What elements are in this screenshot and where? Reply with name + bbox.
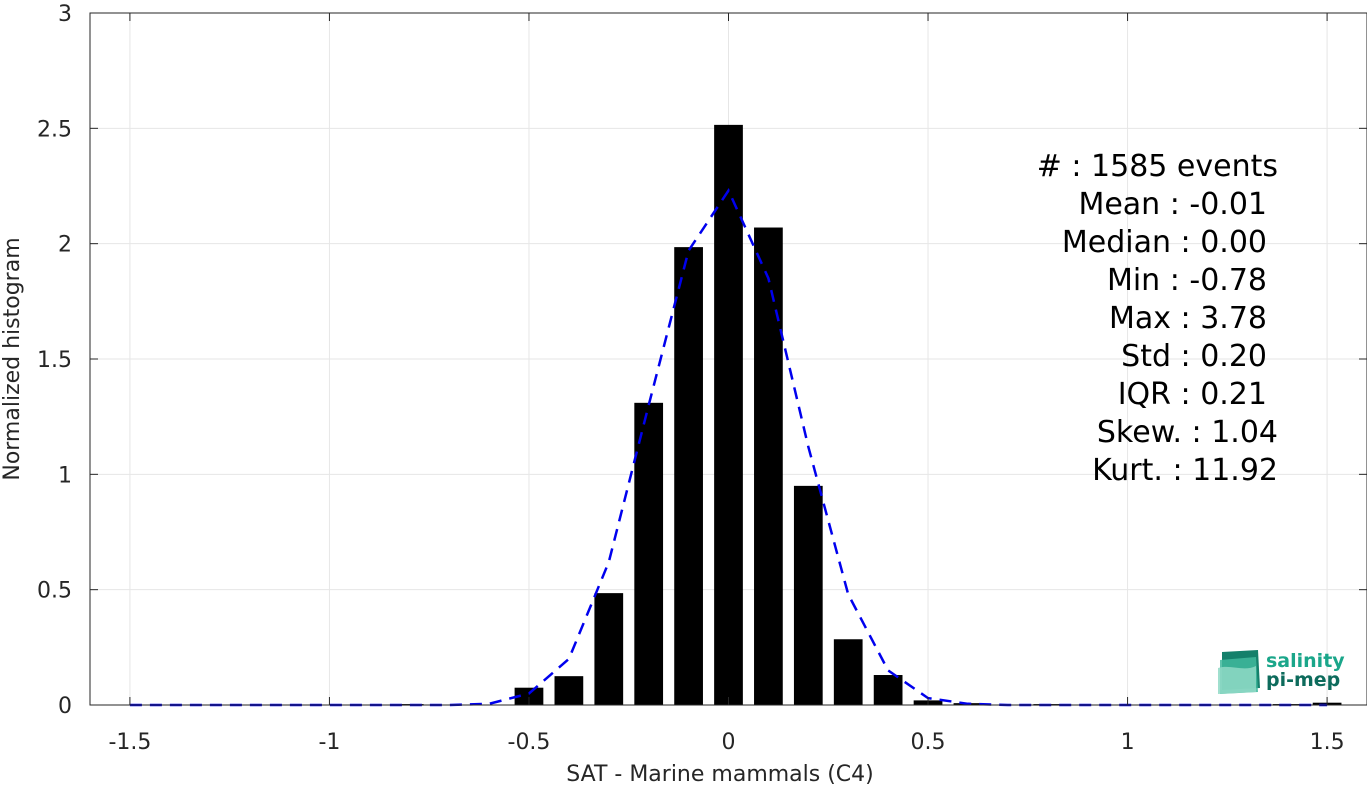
stat-iqr: IQR : 0.21	[1118, 377, 1267, 412]
stat-mean: Mean : -0.01	[1078, 187, 1267, 222]
y-tick-label: 2.5	[37, 117, 72, 142]
y-tick-labels: 0 0.5 1 1.5 2 2.5 3	[37, 2, 72, 719]
x-tick-label: -1.5	[108, 730, 151, 755]
histogram-bar	[514, 687, 544, 705]
histogram-bar	[754, 227, 783, 705]
x-axis-label: SAT - Marine mammals (C4)	[566, 762, 874, 785]
histogram-bar	[674, 247, 703, 706]
y-tick-label: 3	[58, 2, 72, 27]
histogram-bar	[594, 593, 624, 705]
x-tick-label: 0	[722, 730, 736, 755]
stat-std: Std : 0.20	[1121, 339, 1267, 374]
axis-ticks	[90, 12, 1367, 706]
logo-text-pi-mep: pi-mep	[1266, 669, 1340, 691]
y-tick-label: 2	[58, 233, 72, 258]
stat-skew: Skew. : 1.04	[1097, 415, 1278, 450]
x-tick-label: 1	[1121, 730, 1135, 755]
y-tick-label: 1.5	[37, 348, 72, 373]
statistics-annotation: # : 1585 events Mean : -0.01 Median : 0.…	[1037, 149, 1278, 488]
y-tick-label: 0.5	[37, 579, 72, 604]
stat-kurt: Kurt. : 11.92	[1092, 453, 1278, 488]
histogram-bar	[714, 124, 743, 705]
histogram-bar	[833, 639, 863, 705]
stat-max: Max : 3.78	[1109, 301, 1267, 336]
x-tick-label: -1	[318, 730, 340, 755]
logo-wave-icon	[1218, 650, 1260, 694]
histogram-bar	[634, 402, 664, 705]
histogram-bars	[394, 124, 1342, 706]
y-axis-label: Normalized histogram	[0, 237, 25, 480]
histogram-bar	[873, 675, 903, 705]
x-tick-label: 0.5	[911, 730, 946, 755]
y-tick-label: 1	[58, 463, 72, 488]
stat-median: Median : 0.00	[1062, 225, 1267, 260]
histogram-bar	[793, 485, 823, 705]
logo-text-salinity: salinity	[1266, 650, 1345, 672]
stat-events: # : 1585 events	[1037, 149, 1278, 184]
salinity-pi-mep-logo: salinity pi-mep	[1218, 650, 1345, 694]
stat-min: Min : -0.78	[1107, 263, 1267, 298]
x-tick-label: 1.5	[1310, 730, 1345, 755]
y-tick-label: 0	[58, 694, 72, 719]
x-tick-label: -0.5	[508, 730, 551, 755]
x-tick-labels: -1.5 -1 -0.5 0 0.5 1 1.5	[108, 730, 1344, 755]
histogram-bar	[554, 676, 584, 705]
